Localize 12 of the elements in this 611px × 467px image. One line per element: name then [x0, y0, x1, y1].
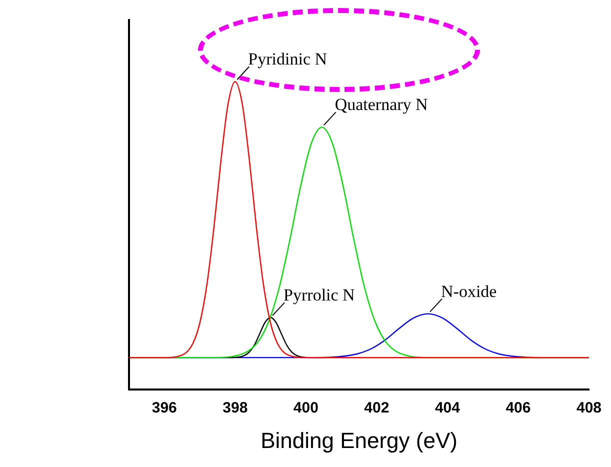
x-axis-title: Binding Energy (eV): [260, 428, 458, 453]
x-tick-label: 404: [434, 400, 461, 417]
x-tick-label: 408: [576, 400, 602, 417]
annotation: Pyridinic N: [248, 50, 328, 69]
x-tick-label: 406: [506, 400, 531, 417]
annotation: Pyrrolic N: [284, 286, 355, 305]
annotation: N-oxide: [441, 282, 497, 301]
x-tick-label: 398: [222, 400, 248, 417]
x-tick-label: 396: [152, 400, 177, 417]
x-tick-label: 402: [364, 400, 390, 417]
x-tick-label: 400: [293, 400, 318, 417]
annotation: Quaternary N: [334, 95, 428, 114]
